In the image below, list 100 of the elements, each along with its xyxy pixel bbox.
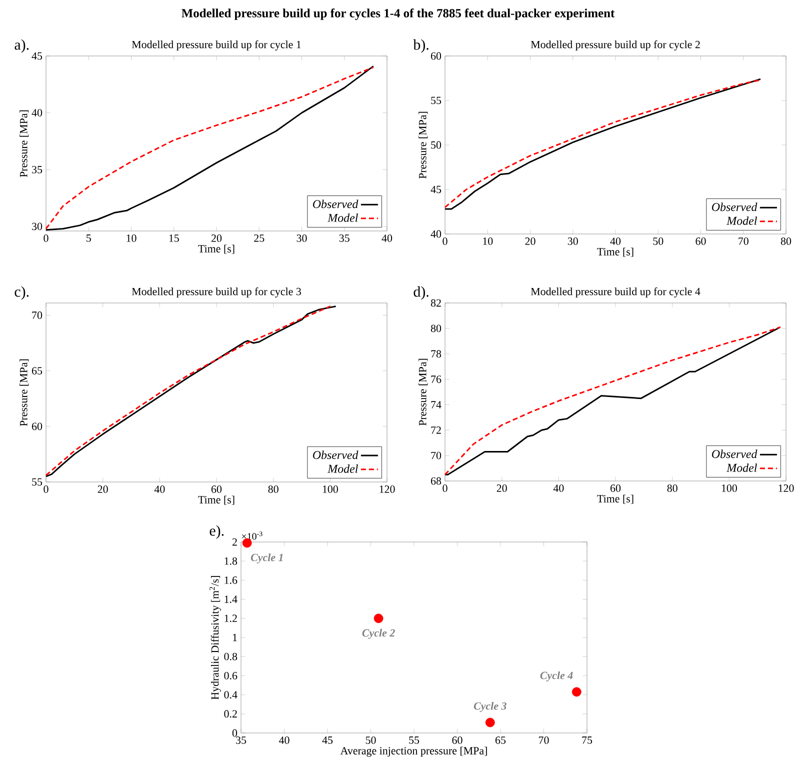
text: c). [14, 286, 29, 300]
y-tick-label: 2 [232, 538, 237, 546]
x-tick-label: 40 [154, 486, 165, 493]
x-tick-label: 50 [653, 238, 664, 245]
x-tick-label: 60 [610, 484, 621, 492]
annotation: Cycle 2 [362, 628, 395, 639]
y-tick-label: 76 [431, 376, 442, 383]
x-axis-title: Average injection pressure [MPa] [340, 746, 487, 757]
y-tick-label: 78 [431, 350, 442, 358]
annotation: Cycle 1 [250, 553, 283, 564]
x-tick-label: 10 [483, 238, 493, 245]
text: d). [414, 286, 428, 300]
point [374, 614, 384, 624]
legend-label: Model [726, 216, 757, 225]
y-tick-label: 80 [430, 324, 442, 332]
y-tick-label: 65 [32, 367, 42, 374]
x-tick-label: 70 [738, 238, 748, 245]
y-tick-label: 1.8 [224, 557, 238, 565]
x-tick-label: 55 [409, 736, 420, 744]
legend-label: Observed [312, 200, 358, 208]
x-tick-label: 20 [496, 484, 507, 492]
y-tick-label: 40 [32, 109, 42, 116]
y-tick-label: 1.6 [224, 576, 238, 584]
y-tick-label: 35 [32, 166, 42, 174]
x-tick-label: 120 [380, 486, 395, 493]
y-axis-title: Pressure [MPa] [418, 112, 428, 179]
x-tick-label: 5 [86, 234, 91, 242]
y-tick-label: 45 [430, 186, 442, 194]
x-tick-label: 0 [44, 234, 48, 242]
x-tick-label: 50 [366, 736, 376, 744]
y-tick-label: 70 [431, 452, 442, 460]
y-tick-label: 82 [430, 299, 441, 307]
y-tick-label: 72 [431, 426, 441, 434]
x-tick-label: 40 [279, 736, 290, 744]
x-tick-label: 10 [126, 234, 136, 242]
y-tick-label: 1.2 [224, 614, 237, 622]
x-tick-label: 25 [254, 234, 264, 242]
x-axis-title: Time [s] [198, 496, 234, 505]
x-tick-label: 60 [452, 736, 462, 744]
y-tick-label: 70 [32, 312, 42, 319]
y-tick-label: 60 [32, 422, 42, 430]
text: Modelled pressure build up for cycles 1-4 of the 7885 feet dual-packer experiment [182, 8, 615, 20]
x-tick-label: 0 [442, 238, 448, 245]
x-tick-label: 0 [442, 484, 448, 492]
legend-label: Model [328, 214, 358, 222]
y-tick-label: 0 [232, 729, 238, 737]
x-tick-label: 65 [496, 736, 506, 744]
x-tick-label: 60 [696, 238, 706, 245]
y-tick-label: 68 [431, 477, 442, 485]
line-series [444, 326, 782, 476]
text: ×10$^{-3}$ [242, 531, 262, 540]
point [485, 718, 495, 728]
x-tick-label: 75 [582, 736, 592, 744]
x-tick-label: 20 [525, 238, 536, 245]
legend-label: Model [328, 464, 358, 473]
y-axis-title: Pressure [MPa] [418, 358, 428, 426]
annotation: Cycle 3 [474, 702, 506, 712]
y-tick-label: 1.4 [224, 596, 238, 603]
x-tick-label: 45 [322, 736, 333, 744]
x-tick-label: 70 [539, 736, 549, 744]
y-tick-label: 55 [32, 478, 42, 486]
x-tick-label: 40 [610, 238, 621, 245]
x-tick-label: 80 [268, 486, 278, 493]
y-tick-label: 60 [431, 52, 442, 60]
text: a). [14, 39, 29, 53]
x-tick-label: 120 [778, 484, 794, 492]
x-tick-label: 80 [667, 484, 678, 492]
annotation: Cycle 4 [540, 671, 573, 682]
x-tick-label: 80 [780, 238, 792, 245]
x-tick-label: 20 [98, 486, 108, 493]
y-tick-label: 1 [232, 634, 237, 642]
legend-label: Observed [712, 202, 758, 212]
chart-title: Modelled pressure build up for cycle 1 [132, 40, 301, 50]
x-axis-title: Time [s] [597, 248, 634, 257]
y-tick-label: 0.6 [224, 672, 238, 680]
x-tick-label: 60 [211, 486, 222, 493]
legend-label: Model [726, 463, 757, 472]
x-tick-label: 40 [553, 484, 564, 492]
y-tick-label: 74 [431, 401, 442, 408]
x-tick-label: 30 [296, 234, 307, 242]
x-tick-label: 35 [339, 234, 350, 242]
y-axis-title: Hydraulic Diffusivity [m$^{2}$/s] [210, 576, 221, 700]
x-tick-label: 40 [382, 234, 392, 242]
text: b). [413, 39, 428, 53]
x-axis-title: Time [s] [198, 244, 234, 254]
text: e). [210, 525, 224, 539]
x-tick-label: 20 [212, 234, 222, 242]
y-tick-label: 45 [32, 52, 42, 60]
point [572, 687, 582, 697]
legend-label: Observed [312, 450, 358, 460]
x-axis-title: Time [s] [597, 494, 634, 504]
y-tick-label: 0.4 [224, 691, 238, 699]
y-tick-label: 50 [431, 141, 442, 149]
x-tick-label: 0 [44, 486, 48, 493]
chart-title: Modelled pressure build up for cycle 3 [132, 287, 301, 298]
x-tick-label: 15 [169, 234, 179, 242]
chart-title: Modelled pressure build up for cycle 4 [530, 287, 700, 298]
legend-label: Observed [712, 450, 758, 458]
y-tick-label: 0.2 [224, 710, 237, 718]
chart-title: Modelled pressure build up for cycle 2 [530, 40, 700, 50]
